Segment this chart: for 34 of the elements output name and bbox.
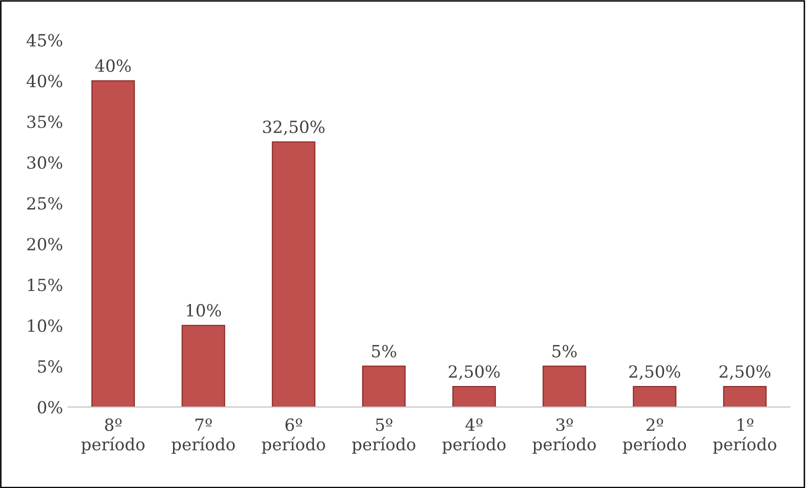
bar xyxy=(632,386,676,407)
data-label: 2,50% xyxy=(629,365,680,380)
x-tick-label: 1º período xyxy=(713,418,776,454)
x-tick-label: 4º período xyxy=(442,418,506,454)
y-tick-label: 45% xyxy=(26,34,62,47)
bar xyxy=(452,386,496,407)
y-tick-label: 5% xyxy=(38,360,62,373)
bar xyxy=(362,366,406,407)
data-label: 2,50% xyxy=(720,365,770,380)
y-tick-label: 40% xyxy=(26,74,62,88)
y-tick-label: 15% xyxy=(28,278,62,292)
y-tick-label: 20% xyxy=(27,238,62,250)
x-tick-label: 6º período xyxy=(262,418,326,454)
bar xyxy=(91,80,135,407)
data-label: 5% xyxy=(372,344,396,358)
y-tick-label: 35% xyxy=(27,116,62,128)
y-tick-label: 10% xyxy=(28,319,62,332)
data-label: 32,50% xyxy=(263,120,324,136)
data-label: 40% xyxy=(95,59,131,72)
bar xyxy=(182,324,226,407)
x-tick-label: 3º período xyxy=(532,418,596,454)
data-label: 10% xyxy=(186,304,221,317)
data-label: 5% xyxy=(552,344,577,358)
x-tick-label: 7º período xyxy=(172,418,235,454)
y-tick-label: 30% xyxy=(27,156,62,169)
bar xyxy=(542,366,586,407)
bar xyxy=(723,386,767,407)
x-tick-label: 2º período xyxy=(622,418,686,454)
y-tick-label: 25% xyxy=(27,197,62,210)
x-tick-label: 8º período xyxy=(81,418,145,454)
y-tick-label: 0% xyxy=(38,400,62,414)
x-tick-label: 5º período xyxy=(352,418,416,454)
bar xyxy=(272,141,316,407)
data-label: 2,50% xyxy=(448,365,500,380)
